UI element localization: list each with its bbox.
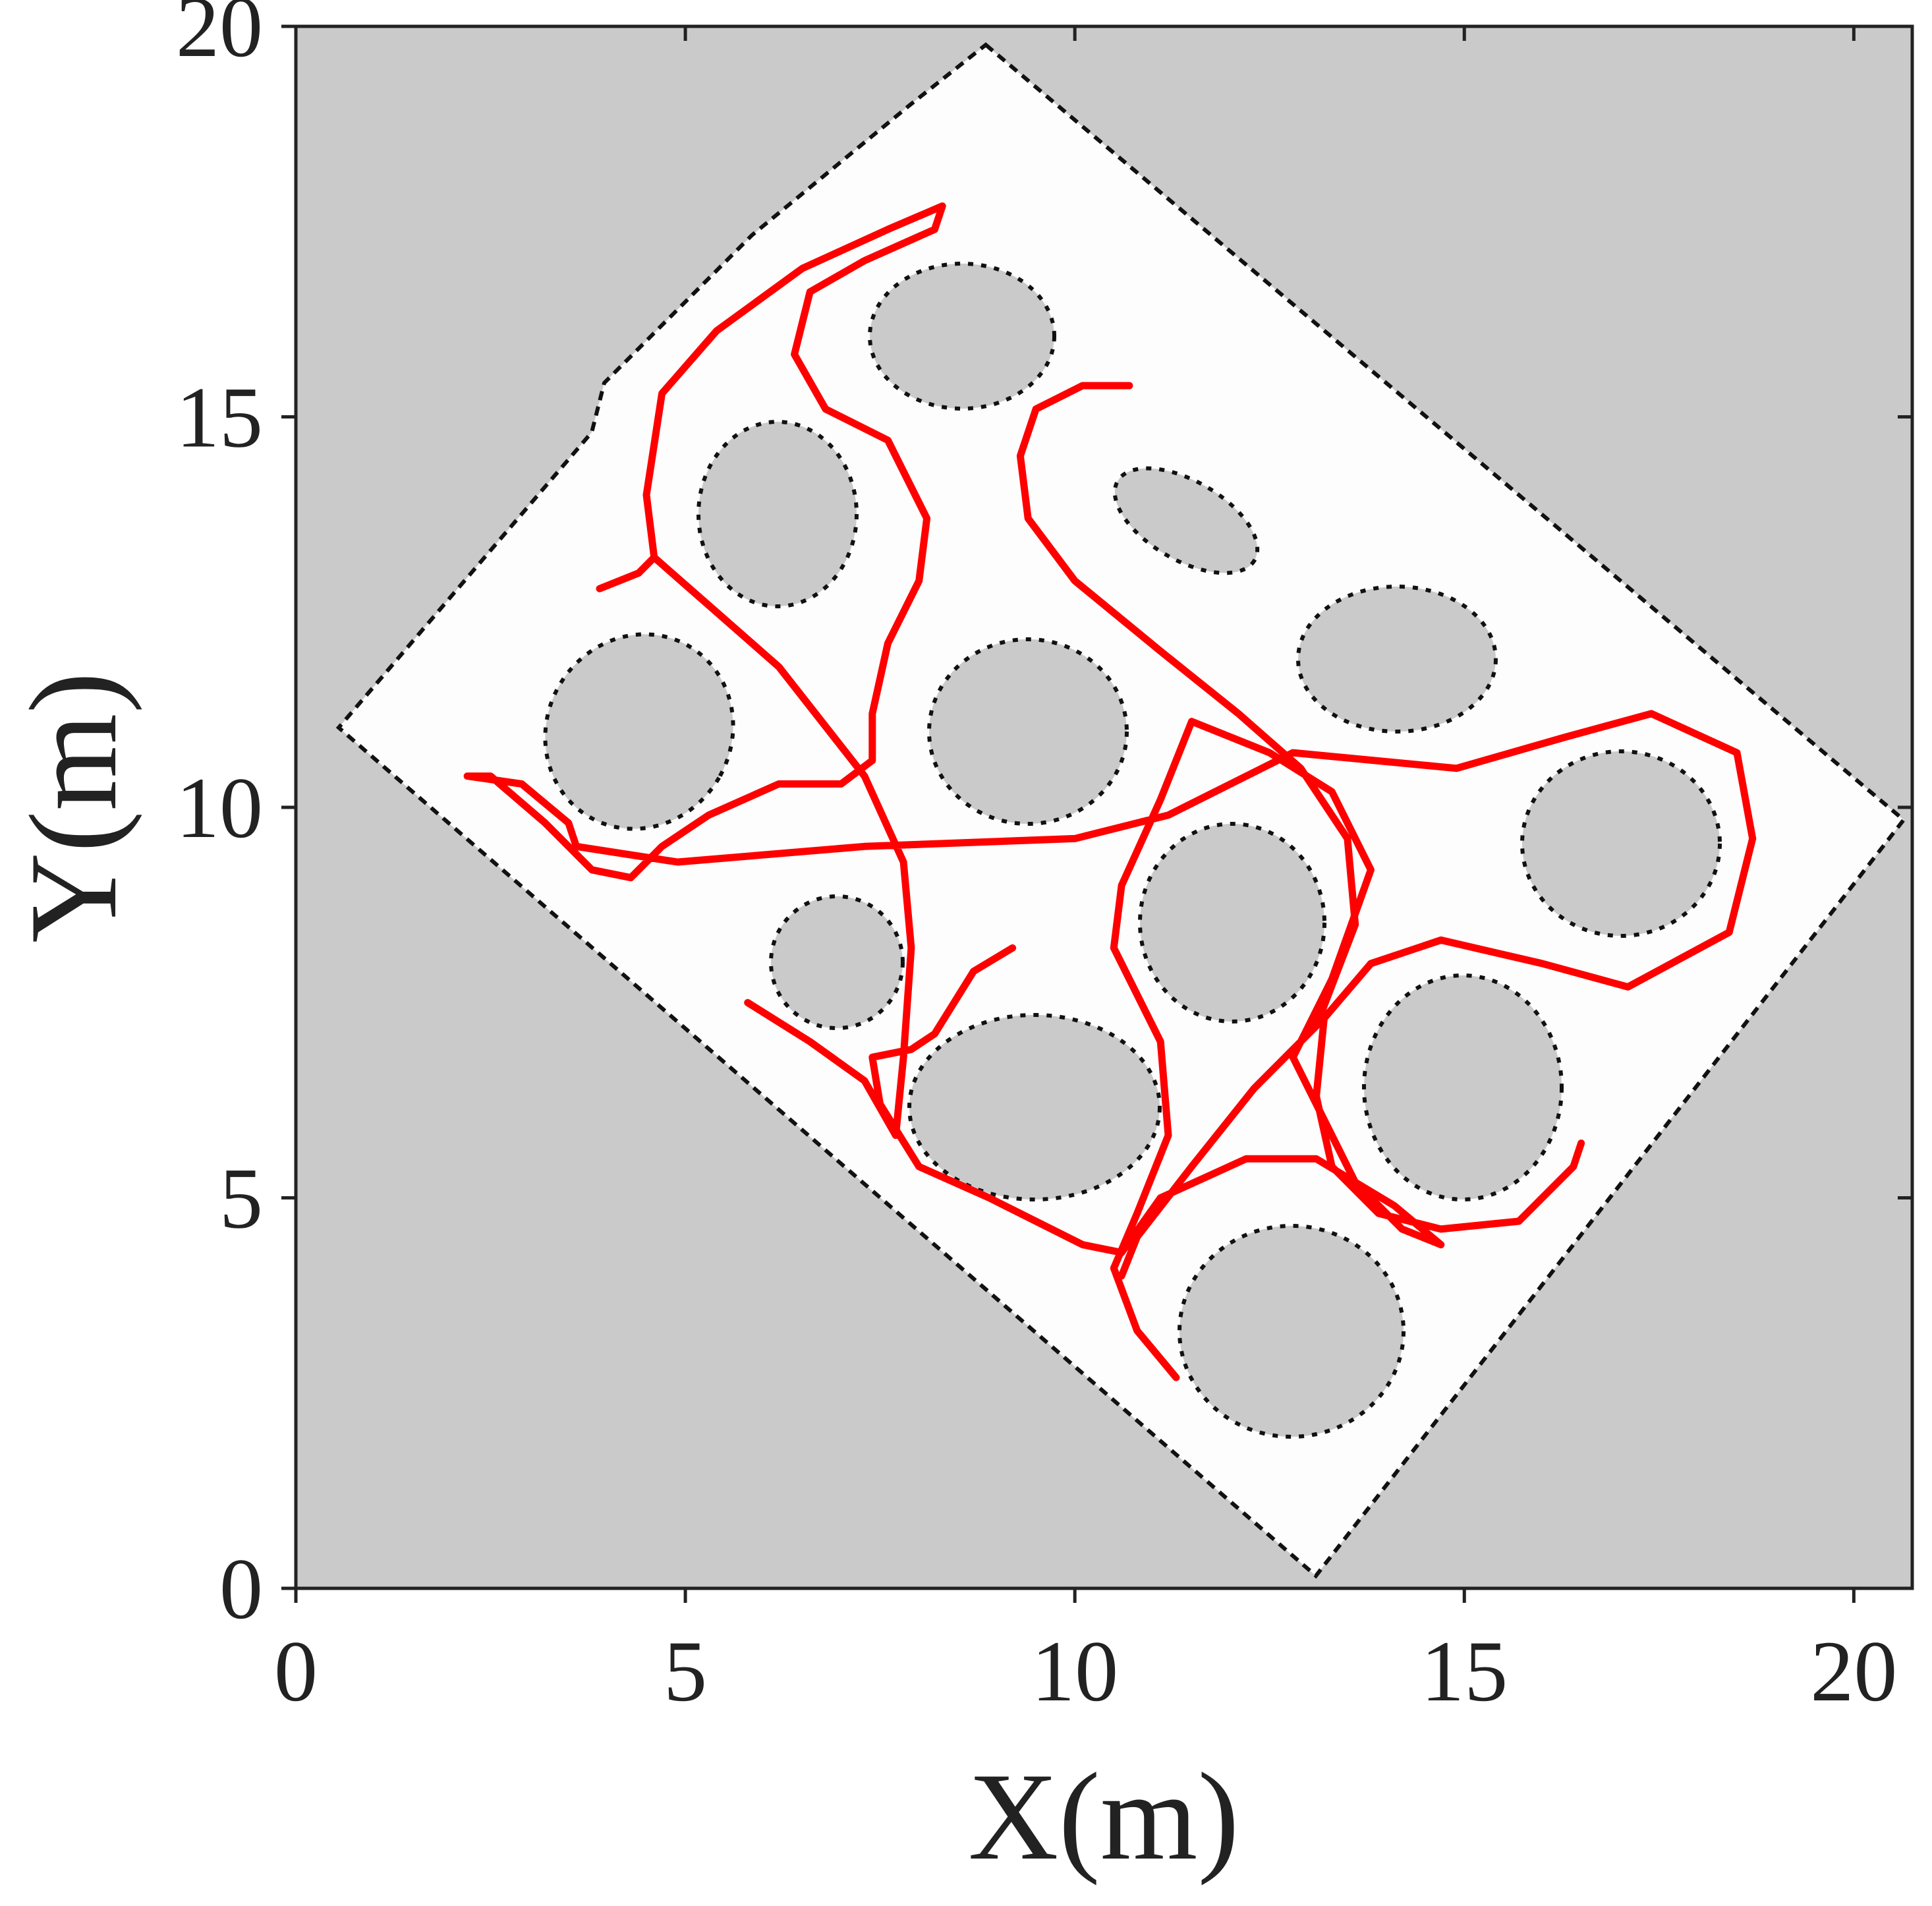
obstacle: [769, 894, 905, 1030]
trajectory: [463, 202, 1757, 1381]
y-tick-label: 0: [219, 1540, 263, 1637]
obstacle: [1112, 466, 1260, 575]
y-tick-label: 5: [219, 1150, 263, 1247]
obstacle: [868, 262, 1056, 411]
free-space: [335, 42, 1907, 1579]
x-tick-label: 10: [1031, 1623, 1118, 1719]
obstacle: [543, 632, 735, 831]
x-tick-label: 20: [1810, 1623, 1897, 1719]
obstacle: [1178, 1224, 1406, 1439]
obstacle: [696, 420, 859, 608]
x-tick-label: 0: [274, 1623, 318, 1719]
obstacle: [907, 1013, 1162, 1201]
obstacle: [927, 637, 1129, 826]
occupancy-map: [335, 42, 1907, 1579]
x-tick-label: 5: [664, 1623, 707, 1719]
obstacle: [1138, 822, 1326, 1024]
y-tick-label: 10: [176, 759, 263, 856]
y-axis-label: Y(m): [5, 672, 143, 943]
obstacle: [1362, 973, 1564, 1201]
y-tick-label: 20: [176, 0, 263, 75]
x-tick-label: 15: [1421, 1623, 1508, 1719]
obstacle: [1296, 585, 1498, 734]
y-tick-label: 15: [176, 369, 263, 466]
x-axis-label: X(m): [968, 1748, 1239, 1886]
obstacle: [1520, 749, 1722, 938]
